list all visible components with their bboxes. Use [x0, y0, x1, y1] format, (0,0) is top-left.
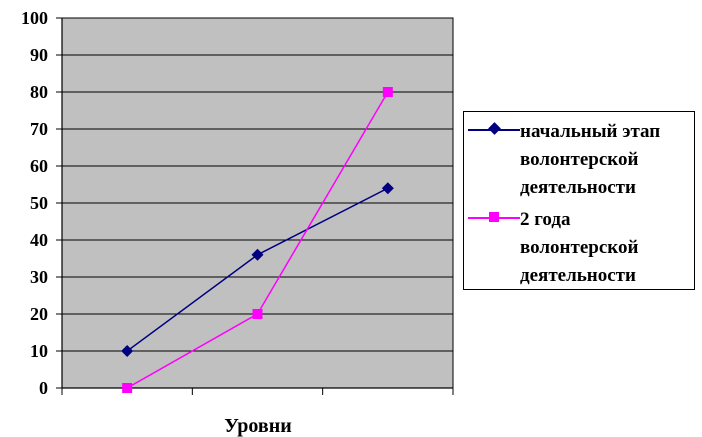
- square-marker-icon: [489, 212, 499, 222]
- y-tick-label: 30: [30, 267, 48, 287]
- diamond-marker-icon: [488, 122, 501, 135]
- legend-label-series-2: 2 года волонтерской деятельности: [520, 209, 639, 286]
- data-point-series-1: [121, 345, 134, 357]
- y-tick-label: 60: [30, 156, 48, 176]
- legend: начальный этап волонтерской деятельности…: [463, 111, 695, 290]
- data-point-series-2: [122, 383, 133, 393]
- legend-swatch-series-2: [464, 206, 520, 228]
- legend-item-series-1: начальный этап волонтерской деятельности: [464, 118, 692, 202]
- legend-label-series-1: начальный этап волонтерской деятельности: [520, 121, 661, 198]
- y-tick-label: 80: [30, 82, 48, 102]
- y-tick-label: 70: [30, 119, 48, 139]
- y-tick-label: 20: [30, 304, 48, 324]
- y-tick-label: 50: [30, 193, 48, 213]
- data-point-series-2: [252, 309, 263, 319]
- data-point-series-1: [381, 182, 394, 195]
- data-point-series-1: [251, 248, 264, 261]
- data-point-series-2: [382, 87, 393, 97]
- legend-item-series-2: 2 года волонтерской деятельности: [464, 206, 692, 290]
- x-axis-title: Уровни: [224, 415, 292, 437]
- y-tick-labels: 0 10 20 30 40 50 60 70 80 90 100: [21, 8, 48, 398]
- y-tick-label: 10: [30, 341, 48, 361]
- y-tick-label: 40: [30, 230, 48, 250]
- y-tick-label: 0: [39, 378, 48, 398]
- y-tick-label: 90: [30, 45, 48, 65]
- y-tick-label: 100: [21, 8, 48, 28]
- legend-swatch-series-1: [464, 118, 520, 140]
- series-markers: [121, 87, 394, 393]
